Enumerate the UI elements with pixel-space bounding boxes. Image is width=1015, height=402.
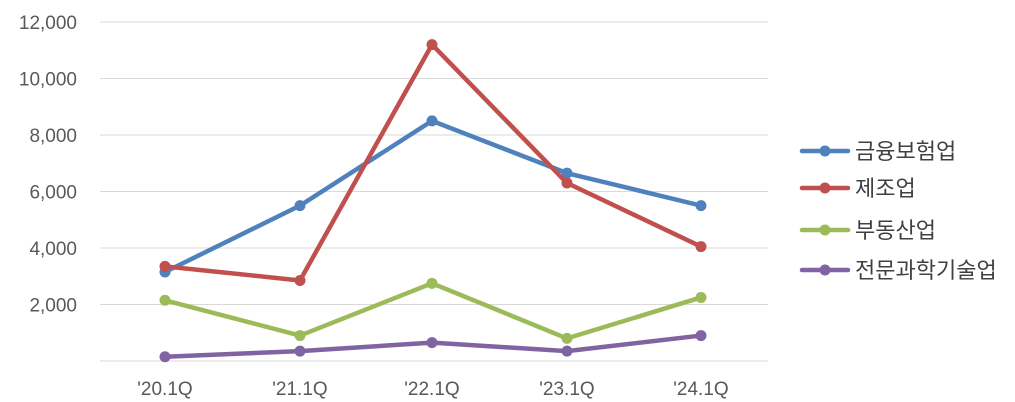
data-point	[561, 167, 573, 179]
x-tick-label: '23.1Q	[539, 379, 594, 400]
data-point	[426, 337, 438, 349]
data-point	[695, 241, 707, 253]
legend-item: 제조업	[799, 177, 916, 202]
legend-label: 전문과학기술업	[855, 259, 997, 284]
x-tick-label: '22.1Q	[404, 379, 459, 400]
series-4	[159, 330, 707, 363]
series-line	[162, 281, 704, 341]
data-point	[159, 294, 171, 306]
data-point	[294, 274, 306, 286]
data-point	[426, 277, 438, 289]
data-point	[426, 115, 438, 127]
y-tick-label: 8,000	[29, 126, 77, 147]
legend-item: 부동산업	[799, 219, 936, 244]
data-point	[695, 330, 707, 342]
data-point	[561, 332, 573, 344]
legend-item: 전문과학기술업	[799, 259, 997, 284]
series-2	[159, 39, 707, 286]
data-point	[294, 200, 306, 212]
data-point	[159, 351, 171, 363]
data-point	[426, 39, 438, 51]
legend-swatch-marker	[819, 264, 831, 276]
data-point	[294, 345, 306, 357]
legend-swatch-marker	[819, 224, 831, 236]
legend-swatch-marker	[819, 182, 831, 194]
legend-item: 금융보험업	[799, 140, 956, 165]
y-axis-tick-labels: 2,000 4,000 6,000 8,000 10,000 12,000	[19, 13, 77, 317]
x-axis-tick-labels: '20.1Q '21.1Q '22.1Q '23.1Q '24.1Q	[137, 379, 728, 400]
data-point	[561, 345, 573, 357]
series-1	[159, 115, 707, 278]
series-line	[162, 118, 704, 275]
data-point	[561, 177, 573, 189]
y-tick-label: 12,000	[19, 13, 77, 34]
y-tick-label: 4,000	[29, 239, 77, 260]
data-point	[695, 291, 707, 303]
x-tick-label: '20.1Q	[137, 379, 192, 400]
data-point	[695, 200, 707, 212]
legend-label: 부동산업	[855, 219, 936, 244]
series-lines	[159, 39, 707, 363]
series-line	[162, 42, 704, 283]
legend-label: 금융보험업	[855, 140, 956, 165]
legend-label: 제조업	[855, 177, 916, 202]
legend-swatch-marker	[819, 145, 831, 157]
x-tick-label: '24.1Q	[673, 379, 728, 400]
x-tick-label: '21.1Q	[272, 379, 327, 400]
y-tick-label: 6,000	[29, 183, 77, 204]
y-tick-label: 10,000	[19, 70, 77, 91]
data-point	[159, 260, 171, 272]
data-point	[294, 330, 306, 342]
series-3	[159, 277, 707, 344]
y-tick-label: 2,000	[29, 296, 77, 317]
